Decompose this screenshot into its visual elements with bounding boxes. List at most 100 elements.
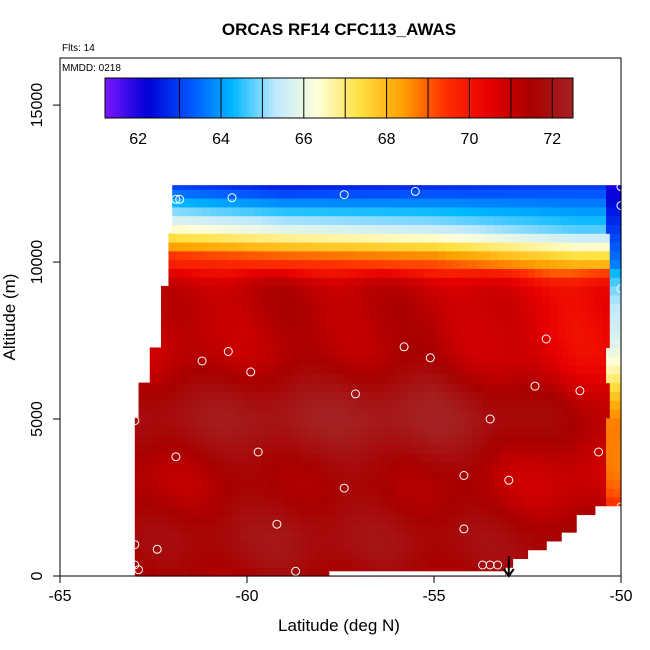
heatmap-cell — [617, 277, 622, 287]
heatmap-cell — [247, 435, 256, 445]
heatmap-cell — [497, 241, 506, 252]
heatmap-cell — [157, 479, 166, 489]
heatmap-cell — [306, 435, 315, 445]
heatmap-cell — [404, 435, 413, 445]
heatmap-cell — [392, 285, 401, 296]
heatmap-cell — [609, 382, 618, 392]
heatmap-cell — [291, 532, 300, 542]
heatmap-cell — [546, 470, 555, 480]
heatmap-cell — [613, 479, 622, 489]
heatmap-cell — [419, 224, 428, 234]
heatmap-cell — [235, 408, 244, 419]
heatmap-cell — [572, 391, 581, 401]
heatmap-cell — [325, 382, 334, 392]
heatmap-cell — [471, 505, 480, 516]
colorbar-swatch — [471, 78, 476, 118]
heatmap-cell — [351, 470, 360, 480]
heatmap-cell — [452, 329, 461, 340]
heatmap-cell — [497, 321, 506, 331]
heatmap-cell — [217, 347, 226, 357]
heatmap-cell — [243, 294, 252, 305]
heatmap-cell — [561, 505, 570, 516]
heatmap-cell — [209, 365, 218, 375]
heatmap-cell — [217, 444, 226, 454]
heatmap-cell — [366, 198, 375, 208]
heatmap-cell — [392, 294, 401, 305]
heatmap-cell — [160, 312, 170, 322]
heatmap-cell — [340, 233, 349, 243]
heatmap-cell — [606, 198, 615, 208]
heatmap-cell — [411, 215, 420, 225]
heatmap-cell — [549, 268, 559, 278]
heatmap-cell — [321, 532, 330, 542]
heatmap-cell — [265, 391, 274, 401]
heatmap-cell — [445, 241, 454, 252]
heatmap-cell — [381, 347, 390, 357]
heatmap-cell — [467, 382, 476, 392]
heatmap-cell — [523, 523, 532, 533]
heatmap-cell — [235, 250, 244, 261]
heatmap-cell — [351, 435, 360, 445]
heatmap-cell — [276, 496, 285, 507]
heatmap-cell — [538, 185, 547, 190]
heatmap-cell — [411, 514, 420, 524]
heatmap-cell — [407, 294, 416, 305]
heatmap-cell — [351, 558, 360, 568]
heatmap-cell — [183, 303, 192, 313]
heatmap-cell — [415, 312, 424, 322]
heatmap-cell — [370, 294, 379, 305]
heatmap-cell — [606, 470, 615, 480]
heatmap-cell — [190, 408, 199, 419]
heatmap-cell — [217, 514, 226, 524]
heatmap-cell — [303, 285, 312, 296]
heatmap-cell — [520, 400, 529, 410]
heatmap-cell — [561, 435, 570, 445]
heatmap-cell — [228, 400, 237, 410]
heatmap-cell — [149, 505, 158, 516]
heatmap-cell — [351, 540, 360, 551]
heatmap-cell — [362, 294, 372, 305]
heatmap-cell — [426, 189, 435, 199]
heatmap-cell — [157, 488, 166, 498]
heatmap-cell — [217, 206, 226, 217]
heatmap-cell — [400, 259, 409, 269]
heatmap-cell — [291, 567, 300, 577]
heatmap-cell — [501, 461, 510, 472]
heatmap-cell — [366, 532, 375, 542]
heatmap-cell — [434, 198, 443, 208]
heatmap-cell — [258, 268, 267, 278]
heatmap-cell — [452, 408, 461, 419]
heatmap-cell — [389, 417, 398, 428]
colorbar-swatch — [218, 78, 223, 118]
heatmap-cell — [617, 241, 622, 252]
heatmap-cell — [400, 329, 409, 340]
heatmap-cell — [370, 329, 379, 340]
heatmap-cell — [583, 435, 592, 445]
heatmap-cell — [321, 549, 330, 560]
heatmap-cell — [531, 461, 540, 472]
heatmap-cell — [247, 426, 256, 436]
heatmap-cell — [333, 233, 342, 243]
heatmap-cell — [344, 185, 353, 190]
heatmap-cell — [321, 373, 330, 384]
heatmap-cell — [377, 408, 386, 419]
sample-point — [459, 471, 469, 480]
heatmap-cell — [269, 224, 278, 234]
heatmap-cell — [374, 540, 383, 551]
heatmap-cell — [576, 444, 585, 454]
heatmap-cell — [456, 347, 465, 357]
heatmap-cell — [336, 540, 345, 551]
heatmap-cell — [396, 373, 405, 384]
heatmap-cell — [478, 356, 487, 366]
heatmap-cell — [617, 312, 622, 322]
heatmap-cell — [187, 470, 196, 480]
heatmap-cell — [288, 277, 297, 287]
heatmap-cell — [617, 382, 622, 392]
heatmap-cell — [441, 479, 450, 489]
heatmap-cell — [478, 373, 487, 384]
heatmap-cell — [579, 391, 588, 401]
heatmap-cell — [411, 479, 420, 489]
heatmap-cell — [280, 285, 289, 296]
heatmap-cell — [209, 558, 218, 568]
heatmap-cell — [576, 224, 585, 234]
